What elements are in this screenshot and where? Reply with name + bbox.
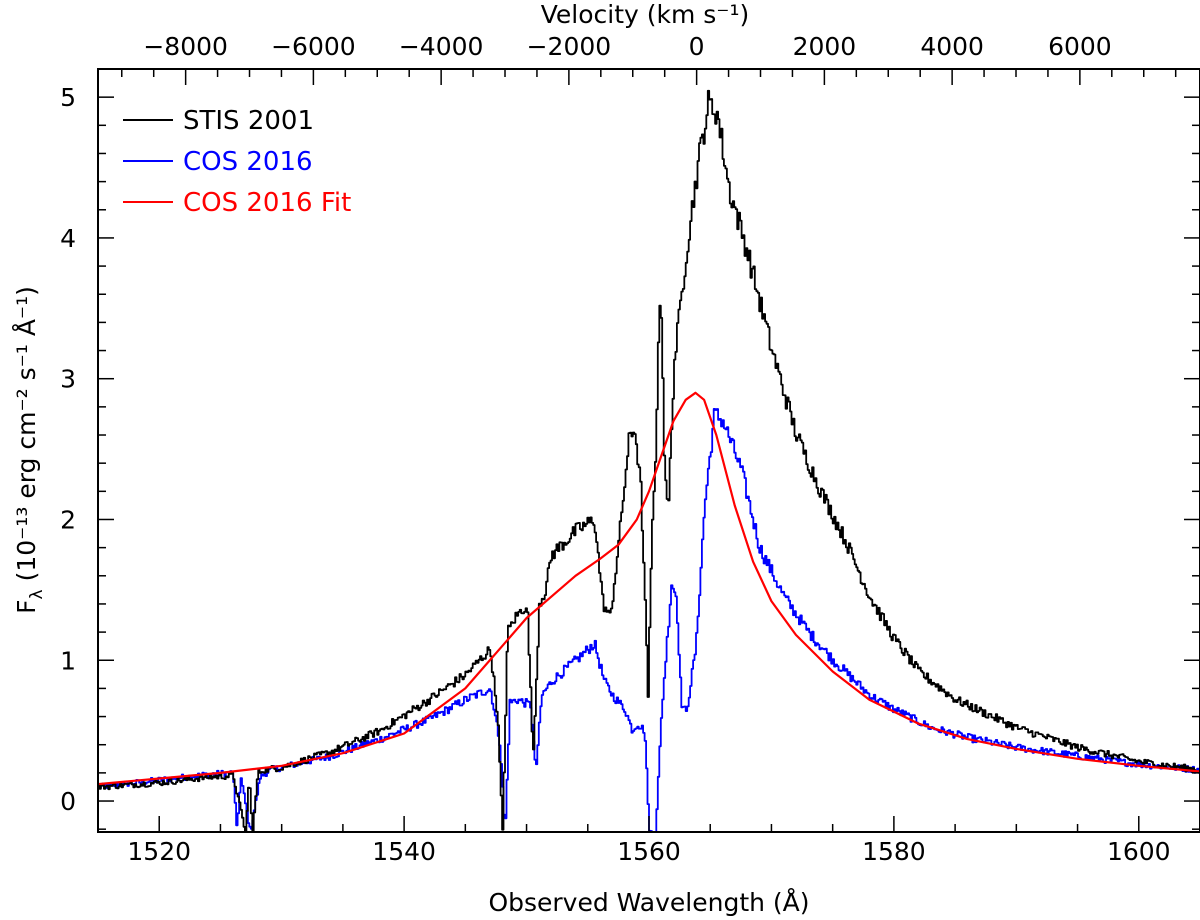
y-axis-label: Fλ (10⁻¹³ erg cm⁻² s⁻¹ Å⁻¹) xyxy=(12,286,47,614)
x-tick-label: 1560 xyxy=(617,837,681,866)
labels-layer: 1520 1540 1560 1580 1600 0 1 2 3 4 5 −8000 −6000 −400… xyxy=(60,32,1170,866)
top-axis-label: Velocity (km s⁻¹) xyxy=(541,0,750,29)
top-tick-label: −2000 xyxy=(527,32,612,61)
y-tick-label: 1 xyxy=(60,646,76,675)
x-tick-label: 1580 xyxy=(862,837,926,866)
y-tick-label: 5 xyxy=(60,83,76,112)
y-axis-label-subscript: λ xyxy=(27,589,47,599)
svg-text:Fλ(10⁻¹³ erg cm⁻² s⁻¹ Å⁻¹): Fλ (10⁻¹³ erg cm⁻² s⁻¹ Å⁻¹) xyxy=(12,286,47,614)
x-tick-label: 1600 xyxy=(1107,837,1171,866)
top-tick-label: 2000 xyxy=(793,32,857,61)
y-tick-label: 2 xyxy=(60,505,76,534)
legend-label: COS 2016 Fit xyxy=(183,188,351,218)
series-line-cos-2016-fit xyxy=(98,391,1200,786)
top-tick-label: 0 xyxy=(689,32,705,61)
series-line-stis-2001 xyxy=(98,89,1200,832)
x-tick-label: 1520 xyxy=(127,837,191,866)
legend: STIS 2001 COS 2016 COS 2016 Fit xyxy=(123,106,351,218)
x-tick-label: 1540 xyxy=(372,837,436,866)
top-tick-label: −8000 xyxy=(143,32,228,61)
y-axis-label-units: (10⁻¹³ erg cm⁻² s⁻¹ Å⁻¹) xyxy=(12,286,41,581)
y-tick-label: 0 xyxy=(60,787,76,816)
ticks-layer xyxy=(97,69,1200,832)
top-tick-label: −4000 xyxy=(399,32,484,61)
y-tick-label: 3 xyxy=(60,365,76,394)
top-tick-label: 6000 xyxy=(1048,32,1112,61)
legend-label: STIS 2001 xyxy=(183,106,314,136)
y-axis-label-symbol: F xyxy=(12,599,41,613)
x-axis-label: Observed Wavelength (Å) xyxy=(488,888,809,917)
legend-label: COS 2016 xyxy=(183,147,313,177)
top-tick-label: 4000 xyxy=(920,32,984,61)
y-tick-label: 4 xyxy=(60,224,76,253)
top-tick-label: −6000 xyxy=(271,32,356,61)
